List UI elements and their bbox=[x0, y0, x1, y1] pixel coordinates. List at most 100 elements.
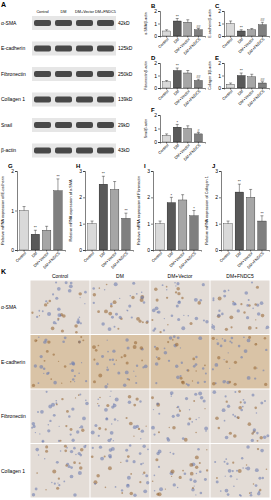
ihc-cell bbox=[167, 341, 169, 343]
ihc-cell bbox=[38, 310, 40, 312]
ihc-cell bbox=[38, 454, 40, 456]
ihc-image bbox=[91, 444, 150, 498]
ihc-cell bbox=[70, 282, 73, 285]
ihc-image bbox=[211, 281, 270, 335]
ihc-cell bbox=[133, 345, 137, 349]
blot-band bbox=[34, 97, 51, 103]
ihc-cell bbox=[227, 405, 230, 408]
significance: ## bbox=[196, 74, 201, 79]
ihc-cell bbox=[181, 297, 184, 300]
ihc-cell bbox=[109, 359, 111, 361]
tick-label: DM+FNDC5 bbox=[110, 250, 130, 270]
ihc-cell bbox=[106, 368, 109, 371]
lane-label: DM bbox=[61, 10, 67, 14]
ihc-cell bbox=[138, 320, 141, 323]
ihc-cell bbox=[240, 356, 242, 358]
ihc-cell bbox=[179, 375, 181, 377]
x-tick: Control bbox=[221, 88, 234, 101]
ihc-cell bbox=[195, 455, 199, 459]
tick-mark bbox=[158, 142, 160, 143]
ihc-cell bbox=[223, 359, 224, 360]
ihc-cell bbox=[78, 372, 80, 374]
ihc-cell bbox=[240, 401, 242, 403]
ihc-cell bbox=[145, 321, 148, 324]
x-tick: DM bbox=[98, 250, 106, 259]
ihc-cell bbox=[226, 400, 228, 402]
ihc-cell bbox=[211, 325, 215, 329]
ihc-background bbox=[31, 281, 90, 335]
ihc-cell bbox=[130, 492, 134, 496]
ihc-cell bbox=[255, 484, 258, 487]
x-axis: ControlDMDM+VectorDM+FNDC5 bbox=[157, 36, 206, 56]
ihc-cell bbox=[188, 315, 190, 317]
ihc-cell bbox=[35, 432, 36, 433]
tick-label: DM+FNDC5 bbox=[182, 88, 202, 108]
ihc-cell bbox=[135, 376, 136, 377]
y-tick: 1 bbox=[154, 21, 160, 27]
ihc-cell bbox=[202, 283, 205, 286]
ihc-cell bbox=[153, 409, 154, 410]
ihc-cell bbox=[206, 449, 207, 450]
error-bar bbox=[227, 221, 230, 224]
ihc-cell bbox=[61, 329, 64, 332]
ihc-cell bbox=[167, 324, 168, 325]
error-bar-stem bbox=[228, 221, 229, 224]
ihc-cell bbox=[266, 434, 269, 437]
ihc-cell bbox=[121, 489, 123, 491]
ihc-cell bbox=[154, 490, 156, 492]
ihc-cell bbox=[80, 448, 84, 452]
ihc-cell bbox=[156, 299, 159, 302]
ihc-cell bbox=[197, 301, 201, 305]
ihc-cell bbox=[78, 471, 82, 475]
ihc-cell bbox=[93, 359, 95, 361]
ihc-cell bbox=[247, 339, 251, 343]
ihc-cell bbox=[260, 402, 263, 405]
bar bbox=[227, 24, 235, 37]
axis-line bbox=[222, 251, 270, 252]
ihc-cell bbox=[143, 489, 147, 493]
ihc-cell bbox=[155, 382, 157, 384]
significance: ** bbox=[124, 208, 128, 213]
ihc-cell bbox=[98, 345, 100, 347]
ihc-cell bbox=[76, 430, 79, 433]
significance: ## bbox=[260, 17, 265, 22]
ihc-image bbox=[151, 444, 210, 498]
ihc-cell bbox=[38, 382, 40, 384]
axis-line bbox=[161, 143, 206, 144]
ihc-cell bbox=[111, 423, 112, 424]
ihc-cell bbox=[234, 391, 236, 393]
ihc-cell bbox=[79, 466, 83, 470]
ihc-cell bbox=[179, 408, 181, 410]
ihc-cell bbox=[166, 437, 169, 440]
ihc-cell bbox=[151, 319, 153, 321]
tick-label: 0 bbox=[11, 247, 14, 253]
error-bar-cap bbox=[229, 83, 232, 84]
ihc-cell bbox=[81, 362, 82, 363]
x-axis: ControlDMDM+VectorDM+FNDC5 bbox=[221, 88, 270, 108]
ihc-background bbox=[91, 444, 150, 498]
tick-mark bbox=[151, 171, 153, 172]
ihc-cell bbox=[99, 287, 101, 289]
bar bbox=[173, 71, 181, 89]
column-label: DM bbox=[116, 273, 124, 279]
ihc-cell bbox=[57, 307, 61, 311]
ihc-cell bbox=[198, 391, 202, 395]
ihc-cell bbox=[189, 463, 193, 467]
ihc-cell bbox=[146, 481, 149, 484]
ihc-cell bbox=[248, 422, 252, 426]
ihc-cell bbox=[32, 384, 35, 387]
error-bar-stem bbox=[160, 221, 161, 224]
error-bar-stem bbox=[166, 134, 167, 135]
ihc-image bbox=[151, 281, 210, 335]
ihc-cell bbox=[46, 372, 49, 375]
y-tick: 0 bbox=[154, 139, 160, 145]
tick-label: Control bbox=[221, 37, 234, 50]
ihc-cell bbox=[107, 351, 109, 353]
y-axis: 012 bbox=[11, 168, 17, 253]
ihc-cell bbox=[140, 438, 141, 439]
lane-label: DM+FNDC5 bbox=[95, 10, 116, 14]
ihc-cell bbox=[242, 406, 244, 408]
y-tick: 2 bbox=[154, 60, 160, 66]
ihc-cell bbox=[35, 448, 39, 452]
ihc-cell bbox=[91, 430, 95, 434]
